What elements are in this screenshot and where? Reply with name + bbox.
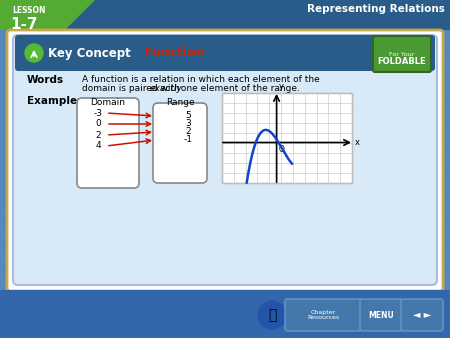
FancyBboxPatch shape [13, 35, 437, 285]
Text: 1-7: 1-7 [10, 17, 37, 32]
FancyBboxPatch shape [0, 290, 450, 338]
Text: Examples: Examples [27, 96, 83, 106]
FancyBboxPatch shape [15, 35, 435, 71]
Text: For Your: For Your [389, 51, 415, 56]
Circle shape [258, 301, 286, 329]
Text: Words: Words [27, 75, 64, 85]
FancyBboxPatch shape [401, 299, 443, 331]
Text: O: O [279, 145, 284, 153]
Text: Key Concept: Key Concept [48, 47, 131, 59]
Text: 0: 0 [95, 120, 101, 128]
Text: ◄ ►: ◄ ► [413, 310, 431, 320]
FancyBboxPatch shape [373, 36, 431, 72]
Text: x: x [355, 138, 360, 147]
FancyBboxPatch shape [360, 299, 402, 331]
Text: Domain: Domain [90, 98, 126, 107]
FancyBboxPatch shape [222, 93, 352, 183]
Text: 🌐: 🌐 [268, 308, 276, 322]
FancyBboxPatch shape [77, 98, 139, 188]
FancyBboxPatch shape [153, 103, 207, 183]
Text: y: y [279, 82, 284, 91]
Text: 4: 4 [95, 142, 101, 150]
Text: Representing Relations: Representing Relations [307, 4, 445, 14]
Text: 2: 2 [185, 127, 191, 137]
Text: domain is paired with: domain is paired with [82, 84, 183, 93]
Text: A function is a relation in which each element of the: A function is a relation in which each e… [82, 75, 320, 84]
FancyBboxPatch shape [285, 299, 361, 331]
FancyBboxPatch shape [0, 0, 450, 30]
Text: FOLDABLE: FOLDABLE [378, 57, 426, 67]
Text: -1: -1 [184, 136, 193, 145]
Text: Chapter
Resources: Chapter Resources [307, 310, 339, 320]
Text: one element of the range.: one element of the range. [178, 84, 300, 93]
Text: MENU: MENU [368, 311, 394, 319]
Text: 2: 2 [95, 130, 101, 140]
Text: Range: Range [166, 98, 194, 107]
FancyBboxPatch shape [7, 30, 443, 291]
Text: 5: 5 [185, 112, 191, 121]
Text: 3: 3 [185, 120, 191, 128]
Text: -3: -3 [94, 108, 103, 118]
Text: exactly: exactly [150, 84, 183, 93]
Circle shape [25, 44, 43, 62]
Text: Function: Function [145, 47, 205, 59]
Polygon shape [0, 0, 95, 30]
Text: LESSON: LESSON [12, 6, 45, 15]
